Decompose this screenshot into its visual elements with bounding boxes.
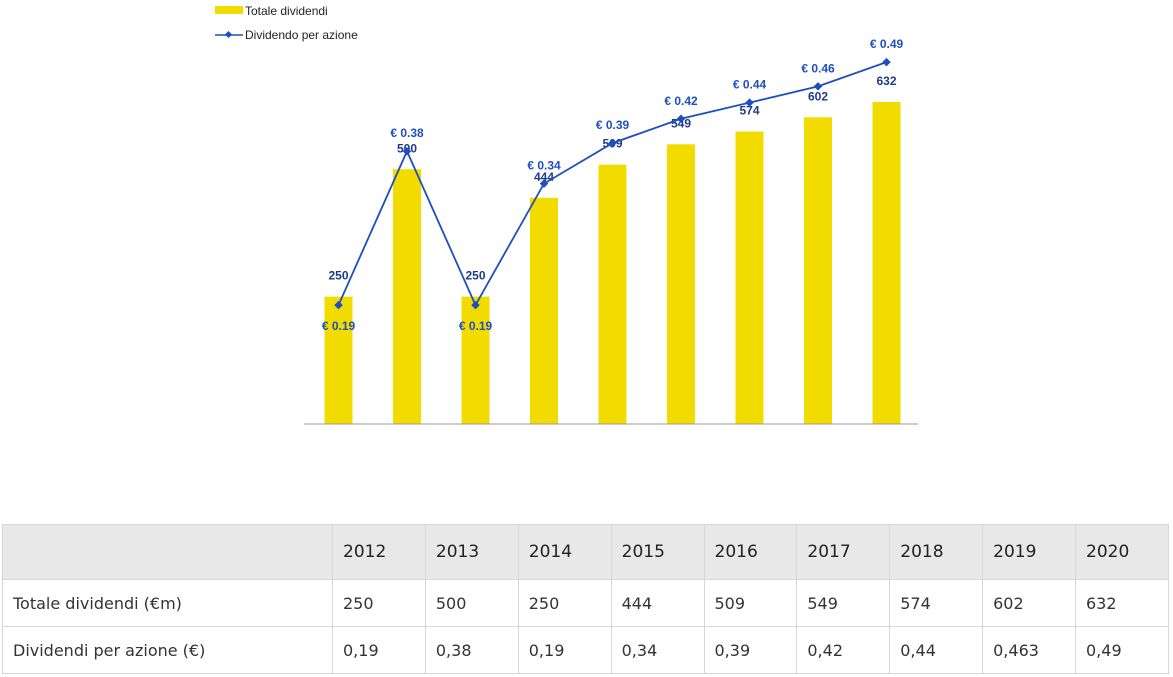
legend-bar-label: Totale dividendi — [245, 4, 328, 18]
table-header-cell — [2, 524, 333, 580]
table-header-cell: 2016 — [703, 524, 798, 580]
table-cell: 574 — [889, 579, 984, 627]
table-header-cell: 2019 — [982, 524, 1076, 580]
bar-2016 — [598, 164, 627, 424]
table-row: Dividendi per azione (€) 0,19 0,38 0,19 … — [2, 626, 1169, 674]
line-value-label: € 0.19 — [459, 319, 493, 333]
table-cell: 0,34 — [610, 626, 705, 674]
line-value-label: € 0.19 — [322, 319, 356, 333]
line-value-label: € 0.39 — [596, 118, 630, 132]
line-point-2012 — [334, 300, 343, 310]
legend-line-label: Dividendo per azione — [245, 28, 358, 42]
table-header-cell: 2014 — [517, 524, 612, 580]
table-header-cell: 2013 — [424, 524, 519, 580]
bar-2014 — [461, 296, 490, 424]
bar-value-label: 602 — [808, 89, 828, 103]
table-cell: 0,49 — [1075, 626, 1169, 674]
bar-2015 — [530, 197, 558, 424]
bar-value-label: 574 — [739, 104, 759, 118]
line-point-2014 — [471, 300, 480, 310]
bar-value-label: 250 — [465, 269, 485, 283]
bar-value-label: 250 — [328, 269, 348, 283]
table-header-cell: 2015 — [610, 524, 705, 580]
table-cell: 632 — [1075, 579, 1169, 627]
bar-2013 — [393, 169, 421, 424]
bar-value-label: 632 — [876, 74, 896, 88]
table-cell: 602 — [982, 579, 1076, 627]
table-header-cell: 2020 — [1075, 524, 1169, 580]
table-cell: 549 — [796, 579, 891, 627]
line-value-label: € 0.38 — [390, 126, 424, 140]
table-cell: 0,38 — [424, 626, 519, 674]
table-cell: 0,39 — [703, 626, 798, 674]
table-cell: 250 — [332, 579, 426, 627]
bar-2020 — [872, 102, 901, 424]
table-cell: 500 — [424, 579, 519, 627]
chart-legend: Totale dividendi Dividendo per azione — [215, 4, 358, 42]
line-series: € 0.19 € 0.38 € 0.19 € 0.34 € 0.39 € 0.42 € 0.… — [322, 37, 904, 333]
line-value-label: € 0.34 — [527, 159, 561, 173]
legend-line-marker-icon — [224, 30, 233, 39]
dividend-table: 2012 2013 2014 2015 2016 2017 2018 2019 … — [2, 524, 1169, 674]
line-value-label: € 0.46 — [801, 61, 835, 75]
table-header-cell: 2017 — [796, 524, 891, 580]
bar-2012 — [324, 296, 353, 424]
table-cell: 0,19 — [517, 626, 612, 674]
table-header-row: 2012 2013 2014 2015 2016 2017 2018 2019 … — [2, 524, 1169, 580]
table-cell: 0,19 — [332, 626, 426, 674]
table-row: Totale dividendi (€m) 250 500 250 444 50… — [2, 579, 1169, 627]
table-header-cell: 2018 — [889, 524, 984, 580]
table-cell: 0,463 — [982, 626, 1076, 674]
table-cell: Dividendi per azione (€) — [2, 626, 333, 674]
table-header-cell: 2012 — [332, 524, 426, 580]
line-point-2020 — [882, 57, 891, 67]
line-value-label: € 0.44 — [733, 78, 767, 92]
table-cell: 250 — [517, 579, 612, 627]
table-cell: Totale dividendi (€m) — [2, 579, 333, 627]
table-cell: 0,42 — [796, 626, 891, 674]
dividend-chart: Totale dividendi Dividendo per azione 25… — [215, 4, 918, 425]
table-cell: 444 — [610, 579, 705, 627]
line-value-label: € 0.49 — [870, 37, 904, 51]
bar-2017 — [667, 144, 695, 425]
bar-2019 — [804, 117, 832, 424]
bar-2018 — [735, 131, 764, 424]
line-point-2013 — [402, 146, 412, 156]
table-cell: 509 — [703, 579, 798, 627]
legend-bar-swatch — [215, 6, 243, 14]
line-value-label: € 0.42 — [664, 94, 698, 108]
table-cell: 0,44 — [889, 626, 984, 674]
